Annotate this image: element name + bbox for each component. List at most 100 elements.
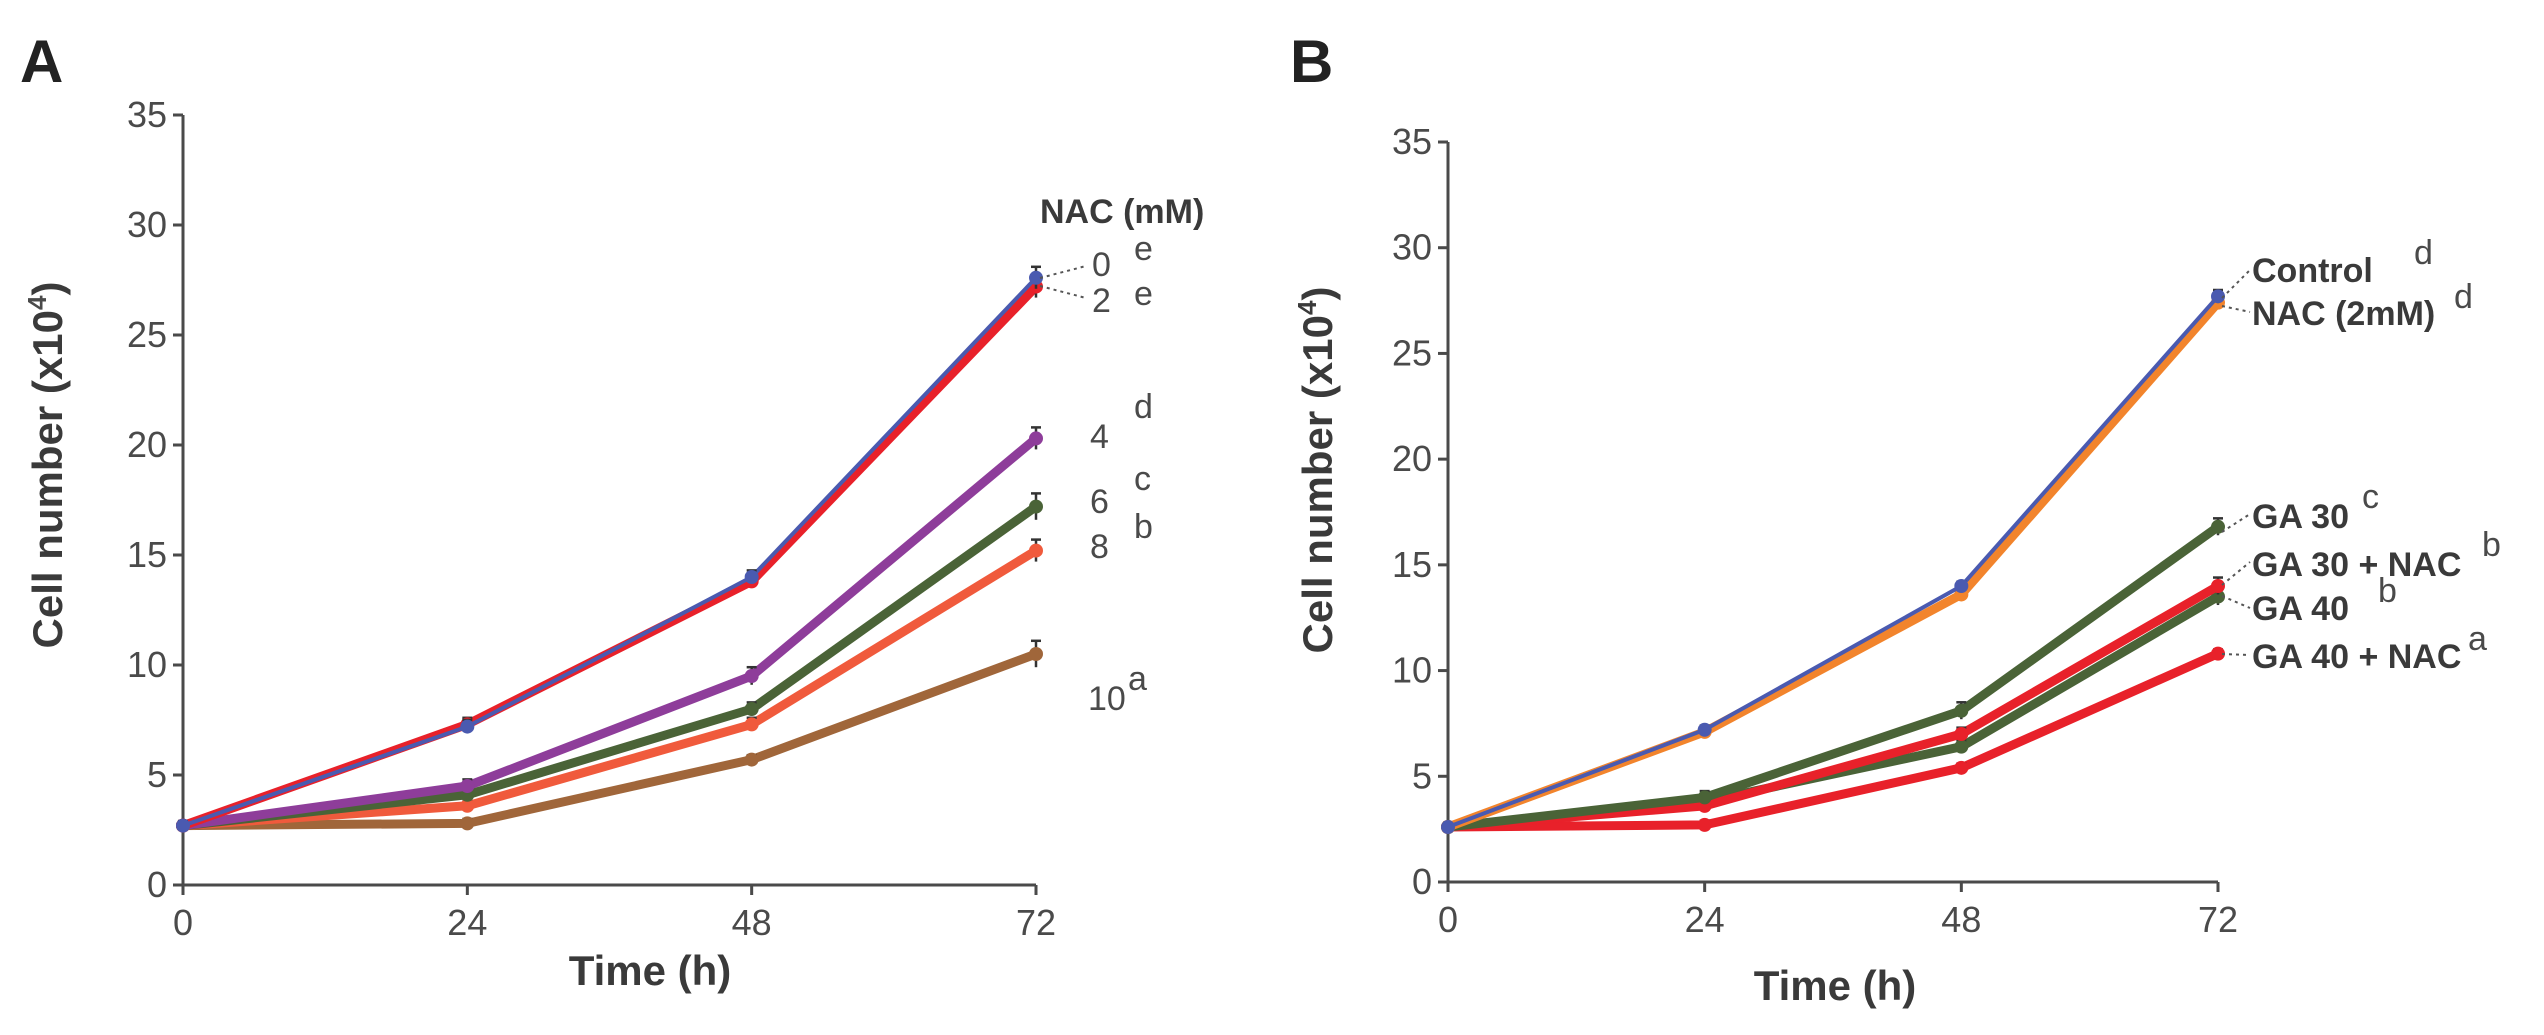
- panel-a-label-0: 0: [1092, 246, 1111, 284]
- panel-a-point-4: [744, 669, 759, 683]
- panel-a-sig-4: d: [1134, 388, 1153, 426]
- panel-b-label-ga40: GA 40: [2252, 590, 2349, 628]
- panel-a-point-8: [1029, 543, 1043, 558]
- panel-a-point-0: [176, 818, 190, 833]
- panel-b-sig-ga40: b: [2378, 572, 2397, 610]
- panel-a-sig-8: b: [1134, 508, 1153, 546]
- panel-b-x-tick-label: 48: [1941, 899, 1981, 940]
- panel-b-point-ga-30-nac: [2211, 579, 2225, 593]
- panel-a-point-10: [1029, 647, 1043, 661]
- panel-b-sig-control: d: [2414, 234, 2433, 272]
- panel-b-series: [1441, 288, 2225, 835]
- panel-b-series-ga-40-nac: [1441, 646, 2225, 835]
- panel-b-x-axis-title: Time (h): [1754, 962, 1917, 1009]
- panel-a-point-8: [744, 717, 759, 732]
- panel-a-y-tick-label: 30: [127, 204, 167, 245]
- panel-b: B 0 5 10 15 20 25 30 35 0 24 48 72 Time (h) Cell n…: [1290, 28, 2501, 1009]
- panel-a-point-6: [1029, 499, 1043, 514]
- panel-a-x-tick-label: 72: [1016, 902, 1056, 943]
- panel-b-line-nac-2mm: [1443, 298, 2223, 832]
- panel-a-legend-title: NAC (mM): [1040, 193, 1204, 231]
- panel-a-line-0: [181, 275, 1038, 828]
- panel-b-y-tick-label: 15: [1392, 544, 1432, 585]
- panel-b-point-ga-30: [2211, 519, 2225, 534]
- panel-a-series: [176, 265, 1043, 833]
- panel-b-y-tick-label: 10: [1392, 650, 1432, 691]
- panel-a-x-axis-title: Time (h): [569, 947, 732, 994]
- panel-b-point-ga-30: [1697, 790, 1712, 805]
- panel-b-sig-nac: d: [2454, 278, 2473, 316]
- panel-a-leader-0: [1039, 265, 1087, 279]
- panel-b-label-control: Control: [2252, 252, 2373, 290]
- panel-a-point-8: [460, 798, 475, 813]
- panel-b-x-tick-label: 0: [1438, 899, 1458, 940]
- panel-b-point-ga-40-nac: [2211, 646, 2225, 661]
- panel-a-y-tick-label: 25: [127, 314, 167, 355]
- panel-a-x-ticks: 0 24 48 72: [173, 885, 1056, 943]
- panel-b-y-tick-label: 20: [1392, 438, 1432, 479]
- panel-a-label-8: 8: [1090, 528, 1109, 566]
- panel-a-letter: A: [20, 28, 63, 95]
- panel-b-sig-ga30nac: b: [2482, 526, 2501, 564]
- panel-b-label-ga30nac: GA 30 + NAC: [2252, 546, 2461, 584]
- panel-a-line-10: [178, 649, 1041, 831]
- panel-b-line-control: [1446, 294, 2220, 830]
- panel-a-line-4: [178, 433, 1041, 831]
- panel-a-label-4: 4: [1090, 418, 1109, 456]
- panel-a-x-tick-label: 24: [447, 902, 487, 943]
- panel-b-sig-ga40nac: a: [2468, 620, 2487, 658]
- panel-b-label-nac: NAC (2mM): [2252, 295, 2435, 333]
- panel-a-line-2: [178, 282, 1041, 831]
- panel-a-y-tick-label: 15: [127, 534, 167, 575]
- panel-a-point-10: [744, 752, 759, 767]
- panel-b-leader-ga40nac: [2221, 653, 2251, 656]
- panel-a-label-2: 2: [1092, 282, 1111, 320]
- panel-b-x-ticks: 0 24 48 72: [1438, 882, 2238, 940]
- panel-a-point-10: [460, 816, 475, 831]
- panel-b-y-ticks: 0 5 10 15 20 25 30 35: [1392, 121, 1448, 902]
- panel-a-point-4: [1029, 431, 1043, 446]
- panel-b-point-ga-40: [1954, 739, 1969, 754]
- panel-a-y-tick-label: 10: [127, 644, 167, 685]
- panel-b-y-tick-label: 35: [1392, 121, 1432, 162]
- panel-a-sig-2: e: [1134, 275, 1153, 313]
- panel-a-point-0: [460, 719, 475, 734]
- panel-a-line-8: [178, 546, 1041, 831]
- panel-a-y-axis-title: Cell number (x104): [22, 282, 71, 649]
- panel-b-y-tick-label: 25: [1392, 332, 1432, 373]
- panel-b-leader-ga30: [2221, 513, 2251, 533]
- panel-b-x-tick-label: 24: [1685, 899, 1725, 940]
- panel-a-point-4: [460, 779, 475, 793]
- panel-b-point-control: [2211, 289, 2225, 304]
- panel-b-y-axis-title: Cell number (x104): [1292, 287, 1341, 654]
- panel-a-point-0: [1029, 270, 1043, 285]
- panel-a-x-tick-label: 48: [732, 902, 772, 943]
- panel-b-label-ga30: GA 30: [2252, 498, 2349, 536]
- panel-b-series-control: [1441, 288, 2225, 835]
- panel-b-point-ga-30-nac: [1954, 727, 1969, 741]
- panel-b-line-ga-40-nac: [1443, 649, 2223, 832]
- panel-a-label-6: 6: [1090, 483, 1109, 521]
- panel-a-y-ticks: 0 5 10 15 20 25 30 35: [127, 94, 183, 905]
- panel-a-sig-6: c: [1134, 460, 1151, 498]
- panel-a-series-0: [176, 265, 1043, 833]
- panel-a-label-10: 10: [1088, 680, 1126, 718]
- panel-b-point-ga-30: [1954, 703, 1969, 718]
- panel-a-sig-0: e: [1134, 230, 1153, 268]
- panel-a-leader-2: [1039, 285, 1087, 299]
- panel-b-y-tick-label: 30: [1392, 227, 1432, 268]
- panel-b-point-ga-40-nac: [1697, 817, 1712, 832]
- panel-b-y-tick-label: 5: [1412, 755, 1432, 796]
- panel-a-y-tick-label: 20: [127, 424, 167, 465]
- panel-a-point-6: [744, 702, 759, 716]
- panel-b-point-control: [1697, 722, 1712, 737]
- panel-b-leader-ga30nac: [2221, 561, 2251, 586]
- panel-a-y-tick-label: 35: [127, 94, 167, 135]
- panel-b-point-control: [1441, 820, 1455, 835]
- panel-b-leader-control: [2221, 269, 2251, 299]
- panel-b-sig-ga30: c: [2362, 478, 2379, 516]
- panel-a-y-tick-label: 0: [147, 864, 167, 905]
- panel-a-series-10: [176, 639, 1043, 833]
